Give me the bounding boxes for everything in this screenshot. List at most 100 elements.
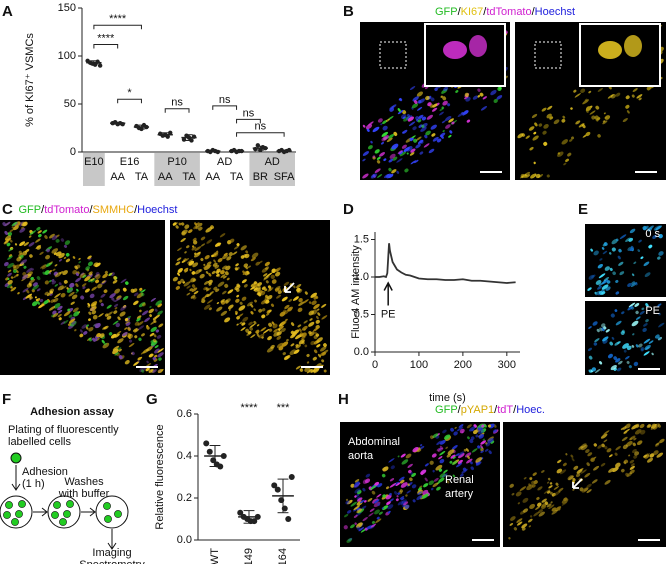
cell [64,240,71,246]
cell [80,272,85,276]
cell [172,276,178,282]
cell [136,317,141,322]
cell [154,345,159,349]
cell [268,309,272,313]
cell [385,118,390,122]
cell [235,263,239,267]
cell [127,327,131,331]
cell [372,498,379,504]
cell [241,322,246,326]
cell [188,229,193,234]
region-label: Renal [445,474,474,486]
cell [131,351,135,356]
cell [516,521,523,526]
cell [630,306,635,310]
cell [115,322,121,328]
cell [354,479,360,483]
cell [631,344,635,348]
cell [152,369,157,373]
region-label: aorta [348,450,374,462]
cell [456,426,464,432]
cell [310,340,315,346]
cell [482,96,487,100]
cell [227,289,234,294]
cell [391,169,397,174]
cell [487,438,494,444]
cell [53,297,59,303]
cell [71,294,78,300]
cell [404,168,409,173]
cell [76,288,79,292]
cell [16,256,22,262]
cell-icon [3,511,11,519]
cell [88,257,92,261]
cell [542,130,547,135]
cell [133,292,139,297]
cell [522,508,529,513]
cell [14,243,18,246]
cell [184,251,187,254]
cell [443,86,449,92]
y-tick-label: 0.5 [354,308,369,320]
cell [432,103,438,108]
cell [7,269,12,273]
cell [378,511,383,515]
cell [118,348,122,352]
cell [441,106,444,109]
cell [581,444,588,451]
cell [406,146,413,152]
cell [258,285,261,289]
cell [417,491,423,495]
cell [353,505,360,511]
cell [602,120,608,125]
panel-letter: F [2,391,11,408]
cell [487,424,492,428]
x-tick-label: TA [182,171,196,183]
cell [204,255,210,260]
cell [102,342,110,349]
cell [546,503,552,508]
cell [374,509,380,515]
cell [114,297,122,302]
data-point [285,516,292,522]
x-tick-label: 300 [498,359,516,371]
cell [4,261,9,267]
cell [457,112,464,118]
cell [634,451,640,456]
cell [184,224,190,229]
cell [350,501,358,507]
cell [517,502,521,505]
stain-name: / [494,404,498,416]
cell [345,498,349,501]
cell [114,333,120,338]
cell [125,321,131,326]
x-axis-label: time (s) [429,392,466,404]
cell [595,279,602,286]
cell [240,245,247,251]
cell [114,307,118,310]
cell [177,280,182,285]
cell [418,114,424,119]
cell [522,497,529,503]
cell [19,241,26,247]
cell [11,221,18,227]
cell [591,367,597,372]
cell [405,453,412,459]
cell [191,246,197,251]
cell [588,355,593,360]
selection-box [534,41,562,69]
cell [617,341,621,345]
cell [52,268,56,271]
cell [477,95,481,98]
cell [388,167,392,172]
cell [643,323,648,327]
cell [7,232,13,237]
cell [599,258,603,261]
cell [417,99,422,104]
cell [550,501,553,504]
cell [398,476,405,482]
cell [117,338,124,344]
cell [635,424,640,428]
group-label: AD [217,156,232,168]
cell [157,303,163,308]
